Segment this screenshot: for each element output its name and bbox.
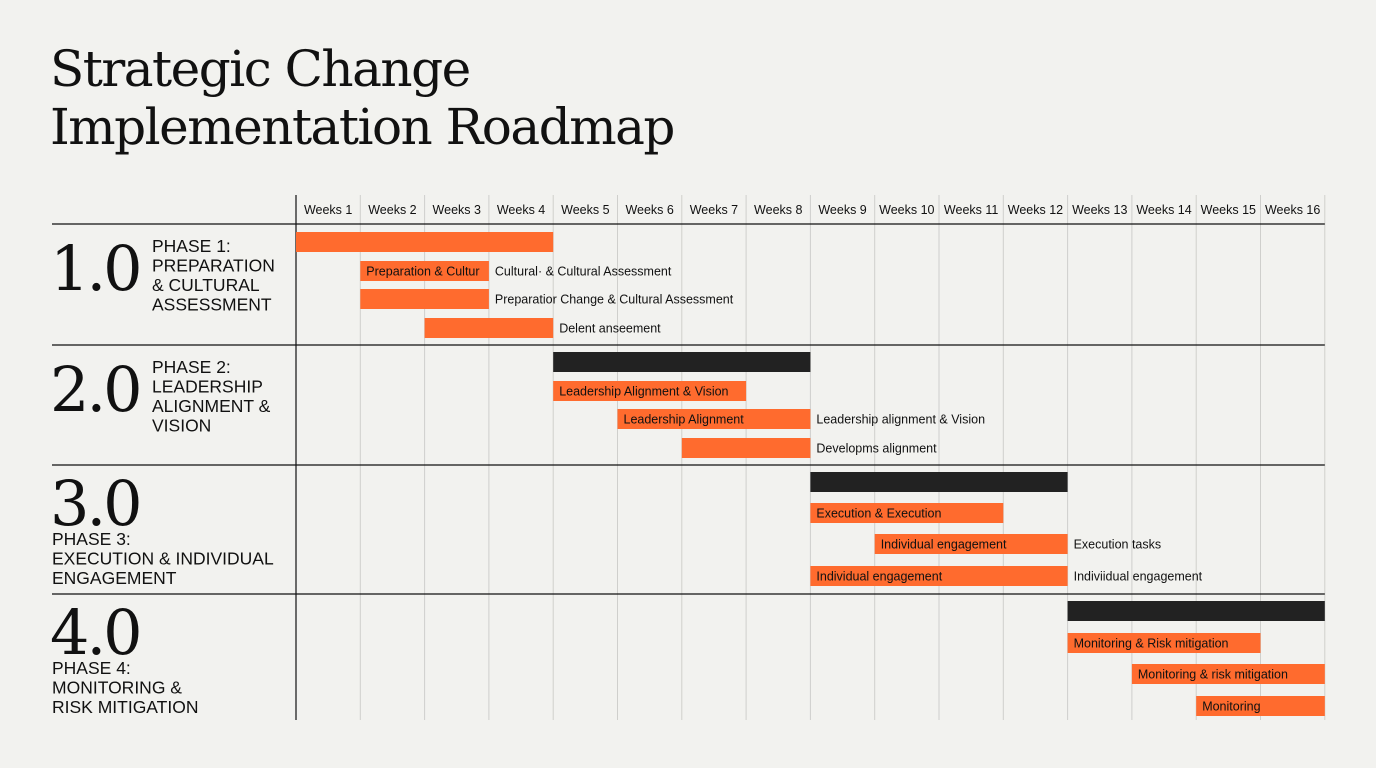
task-side-label: Preparatior Change & Cultural Assessment bbox=[495, 293, 734, 307]
week-label: Weeks 11 bbox=[944, 203, 998, 217]
week-label: Weeks 7 bbox=[690, 203, 738, 217]
week-label: Weeks 3 bbox=[433, 203, 481, 217]
phase-name-line: ASSESSMENT bbox=[152, 295, 272, 315]
phase-number: 2.0 bbox=[50, 353, 140, 426]
week-label: Weeks 4 bbox=[497, 203, 545, 217]
task-bar-label: Leadership Alignment bbox=[624, 413, 745, 427]
week-label: Weeks 14 bbox=[1136, 203, 1191, 217]
task-bar bbox=[424, 318, 554, 338]
week-label: Weeks 10 bbox=[879, 203, 934, 217]
task-bar bbox=[1067, 633, 1261, 653]
week-label: Weeks 16 bbox=[1265, 203, 1320, 217]
task-side-label: Execution tasks bbox=[1074, 538, 1162, 552]
phase-summary-bar bbox=[1067, 601, 1325, 621]
task-side-label: Indiviidual engagement bbox=[1074, 570, 1203, 584]
phase-name-line: PHASE 4: bbox=[52, 658, 131, 678]
task-bar-label: Individual engagement bbox=[816, 570, 942, 584]
chart-title-line-1: Strategic Change bbox=[50, 40, 471, 98]
task-bar-label: Monitoring & risk mitigation bbox=[1138, 668, 1288, 682]
phase-name-line: & CULTURAL bbox=[152, 275, 260, 295]
task-bar-label: Preparation & Cultur bbox=[366, 265, 479, 279]
phase-number: 1.0 bbox=[50, 232, 140, 305]
phase-name-line: MONITORING & bbox=[52, 678, 182, 698]
week-label: Weeks 6 bbox=[625, 203, 673, 217]
task-bar-label: Leadership Alignment & Vision bbox=[559, 385, 728, 399]
task-side-label: Developms alignment bbox=[816, 442, 937, 456]
week-label: Weeks 15 bbox=[1201, 203, 1256, 217]
phase-name-line: EXECUTION & INDIVIDUAL bbox=[52, 549, 274, 569]
task-bar bbox=[681, 438, 811, 458]
task-bar bbox=[360, 289, 489, 309]
chart-title-line-2: Implementation Roadmap bbox=[50, 98, 675, 156]
week-label: Weeks 9 bbox=[818, 203, 866, 217]
task-side-label: Leadership alignment & Vision bbox=[816, 413, 985, 427]
task-bar bbox=[1196, 696, 1325, 716]
week-label: Weeks 12 bbox=[1008, 203, 1063, 217]
phase-name-line: LEADERSHIP bbox=[152, 377, 263, 397]
phase-name-line: ENGAGEMENT bbox=[52, 568, 177, 588]
task-bar bbox=[617, 409, 811, 429]
phase-summary-bar bbox=[553, 352, 811, 372]
phase-name-line: ALIGNMENT & bbox=[152, 396, 271, 416]
phase-name-line: PREPARATION bbox=[152, 256, 275, 276]
task-bar bbox=[360, 261, 489, 281]
task-side-label: Delent anseement bbox=[559, 322, 661, 336]
chart-title: Strategic Change Implementation Roadmap bbox=[50, 40, 675, 156]
task-bar-label: Execution & Execution bbox=[816, 507, 941, 521]
task-bar bbox=[810, 566, 1068, 586]
task-bar bbox=[810, 503, 1004, 523]
week-label: Weeks 13 bbox=[1072, 203, 1127, 217]
phase-name-line: PHASE 3: bbox=[52, 529, 131, 549]
phase-name-line: PHASE 2: bbox=[152, 357, 231, 377]
week-label: Weeks 8 bbox=[754, 203, 802, 217]
task-bar bbox=[553, 381, 747, 401]
phase-number: 4.0 bbox=[50, 596, 140, 669]
phase-number: 3.0 bbox=[50, 467, 140, 540]
task-bar-label: Individual engagement bbox=[881, 538, 1007, 552]
phase-summary-bar bbox=[296, 232, 554, 252]
task-side-label: Cultural· & Cultural Assessment bbox=[495, 265, 672, 279]
phase-name-line: VISION bbox=[152, 416, 211, 436]
phase-name-line: RISK MITIGATION bbox=[52, 697, 199, 717]
task-bar bbox=[874, 534, 1068, 554]
week-label: Weeks 5 bbox=[561, 203, 609, 217]
week-label: Weeks 1 bbox=[304, 203, 352, 217]
task-bar-label: Monitoring & Risk mitigation bbox=[1074, 637, 1229, 651]
phase-summary-bar bbox=[810, 472, 1068, 492]
task-bar-label: Monitoring bbox=[1202, 700, 1260, 714]
phase-name-line: PHASE 1: bbox=[152, 236, 231, 256]
task-bar bbox=[1131, 664, 1325, 684]
week-label: Weeks 2 bbox=[368, 203, 416, 217]
